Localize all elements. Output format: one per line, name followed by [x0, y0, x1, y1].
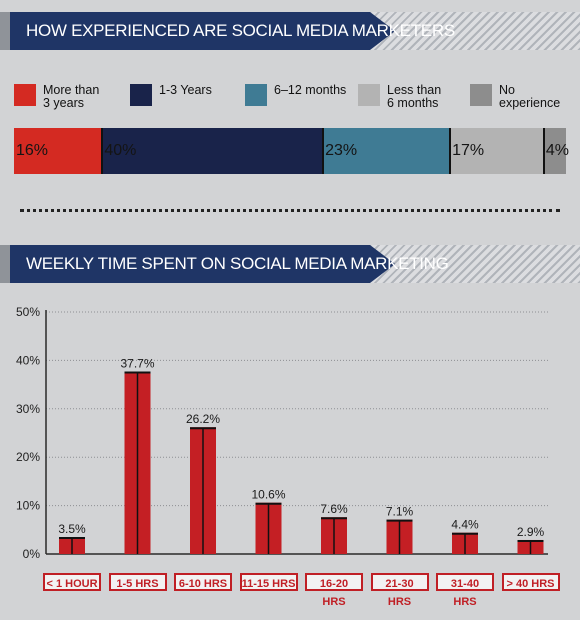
segment-divider	[101, 128, 104, 174]
banner-stripe	[0, 12, 10, 50]
legend-swatch	[470, 84, 492, 106]
segment-value-label: 16%	[16, 142, 49, 159]
y-tick-label: 40%	[16, 353, 40, 367]
legend-swatch	[14, 84, 36, 106]
experience-stacked-bar: 16% 40% 23% 17% 4%	[14, 128, 570, 174]
segment-value-label: 4%	[545, 142, 570, 159]
segment-value-label: 17%	[452, 142, 485, 159]
legend-swatch	[358, 84, 380, 106]
y-tick-label: 10%	[16, 499, 40, 513]
legend-label: No experience	[499, 83, 561, 110]
y-tick-label: 20%	[16, 450, 40, 464]
segment-divider	[449, 128, 452, 174]
bar-value-label: 7.1%	[386, 505, 414, 519]
legend-label: More than 3 years	[43, 83, 100, 110]
category-label: 1-5 HRS	[108, 573, 167, 591]
legend-label: 6–12 months	[274, 83, 347, 97]
stacked-segment	[543, 128, 566, 174]
section-banner-experience: HOW EXPERIENCED ARE SOCIAL MEDIA MARKETE…	[0, 12, 580, 50]
bar-value-label: 4.4%	[451, 518, 479, 532]
category-label: < 1 HOUR	[43, 573, 101, 591]
weekly-time-bar-chart: 0% 10% 20% 30% 40% 50% 3.5% 37.7% 26.2% 10.6% 7.6%…	[16, 305, 548, 561]
stacked-segment	[14, 128, 103, 174]
experience-legend: More than 3 years 1-3 Years 6–12 months Les…	[0, 84, 580, 114]
bar-value-label: 2.9%	[517, 525, 545, 539]
banner-stripe	[0, 245, 10, 283]
bar-value-label: 7.6%	[320, 502, 348, 516]
segment-value-label: 40%	[104, 142, 137, 159]
legend-swatch	[130, 84, 152, 106]
stacked-segment	[323, 128, 451, 174]
stacked-segment	[102, 128, 324, 174]
legend-swatch	[245, 84, 267, 106]
section-divider	[20, 209, 560, 212]
banner-bar	[0, 245, 395, 283]
banner-hatch	[360, 12, 580, 50]
banner-bar	[0, 12, 395, 50]
section-title-weekly-time: WEEKLY TIME SPENT ON SOCIAL MEDIA MARKET…	[26, 254, 449, 273]
y-tick-label: 50%	[16, 305, 40, 319]
section-banner-weekly-time: WEEKLY TIME SPENT ON SOCIAL MEDIA MARKET…	[0, 245, 580, 283]
bar-value-label: 10.6%	[251, 488, 285, 502]
segment-divider	[322, 128, 325, 174]
bar-value-label: 26.2%	[186, 412, 220, 426]
category-label: 6-10 HRS	[174, 573, 232, 591]
segment-value-label: 23%	[325, 142, 358, 159]
y-tick-label: 30%	[16, 402, 40, 416]
segment-divider	[542, 128, 545, 174]
category-label: 11-15 HRS	[239, 573, 298, 591]
category-label: 16-20 HRS	[305, 573, 363, 608]
category-label: 31-40 HRS	[436, 573, 494, 608]
category-label: 21-30 HRS	[370, 573, 429, 608]
bar-value-label: 37.7%	[120, 357, 154, 371]
legend-label: 1-3 Years	[159, 83, 212, 97]
legend-label: Less than 6 months	[387, 83, 442, 110]
stacked-segment	[450, 128, 544, 174]
category-label: > 40 HRS	[501, 573, 560, 591]
banner-hatch	[360, 245, 580, 283]
y-tick-label: 0%	[23, 547, 41, 561]
section-title-experience: HOW EXPERIENCED ARE SOCIAL MEDIA MARKETE…	[26, 21, 455, 40]
bar-value-label: 3.5%	[58, 522, 86, 536]
